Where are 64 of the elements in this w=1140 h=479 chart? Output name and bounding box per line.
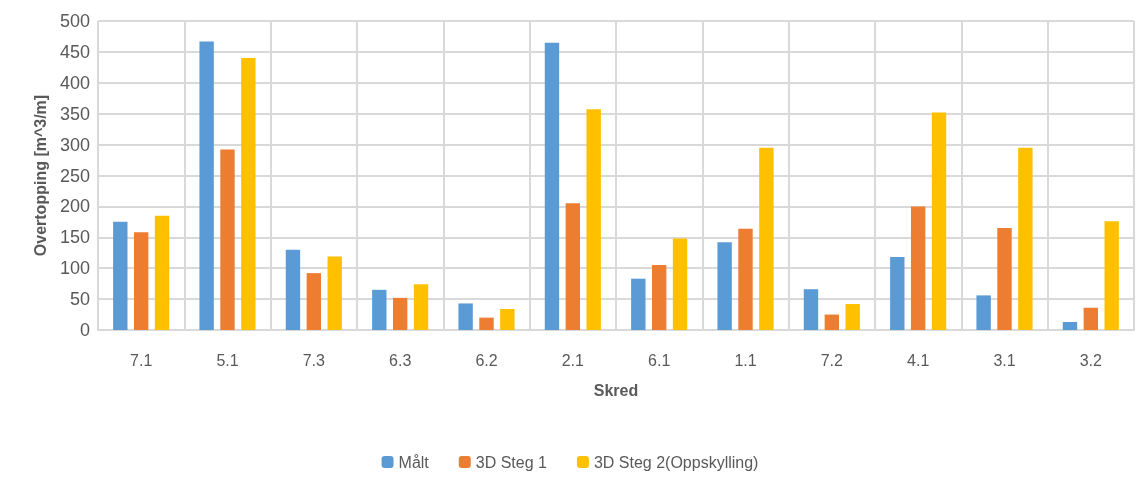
legend-label: 3D Steg 1 <box>475 453 548 471</box>
bar <box>544 42 560 330</box>
x-tick-label: 7.1 <box>130 351 153 369</box>
y-tick-label: 300 <box>59 134 90 155</box>
y-tick-label: 500 <box>59 11 90 31</box>
bar <box>500 308 515 330</box>
bar <box>327 256 342 330</box>
x-tick-label: 5.1 <box>216 351 239 369</box>
x-tick-label: 7.2 <box>820 351 844 369</box>
bar <box>738 228 753 330</box>
bar <box>220 149 235 330</box>
legend-label: 3D Steg 2(Oppskylling) <box>593 453 759 471</box>
bar <box>1018 147 1033 330</box>
bar <box>565 203 581 330</box>
bar <box>931 112 947 330</box>
y-axis-title: Overtopping [m^3/m] <box>31 94 49 257</box>
bar <box>154 215 170 330</box>
x-tick-label: 6.3 <box>389 351 412 369</box>
bar <box>586 109 601 330</box>
bar <box>651 265 667 330</box>
bar <box>824 314 840 330</box>
bar <box>890 257 905 330</box>
bar <box>479 317 494 330</box>
y-tick-label: 450 <box>59 41 90 62</box>
bar <box>285 249 301 330</box>
bar <box>199 41 214 330</box>
bar <box>392 297 408 330</box>
bar <box>631 278 646 330</box>
bar <box>845 304 860 330</box>
y-tick-label: 150 <box>59 227 90 248</box>
bar <box>113 221 128 330</box>
x-tick-label: 3.1 <box>993 351 1016 369</box>
bar <box>413 284 429 330</box>
bar <box>241 58 256 330</box>
bar <box>1083 307 1099 330</box>
x-tick-label: 7.3 <box>302 351 326 369</box>
bar <box>458 303 473 330</box>
x-axis-title: Skred <box>593 381 639 399</box>
y-tick-label: 100 <box>59 258 90 279</box>
bar <box>803 289 819 330</box>
y-tick-label: 50 <box>69 289 90 310</box>
x-tick-label: 3.2 <box>1079 351 1103 369</box>
y-tick-label: 350 <box>59 103 90 124</box>
bar <box>717 242 732 330</box>
x-tick-label: 4.1 <box>907 351 930 369</box>
bar <box>1104 221 1119 330</box>
bar <box>910 206 926 330</box>
bar <box>759 147 774 330</box>
bar <box>1062 321 1078 330</box>
bar <box>997 228 1012 330</box>
y-tick-label: 0 <box>79 320 90 340</box>
y-tick-label: 250 <box>59 165 90 186</box>
legend-label: Målt <box>398 453 430 471</box>
y-tick-label: 200 <box>59 196 90 217</box>
bar <box>133 232 149 330</box>
x-tick-label: 6.1 <box>648 351 671 369</box>
y-tick-label: 400 <box>59 72 90 93</box>
bar <box>372 289 387 330</box>
bar <box>976 295 991 330</box>
x-tick-label: 6.2 <box>475 351 498 369</box>
bar <box>306 273 322 330</box>
x-tick-label: 2.1 <box>561 351 585 369</box>
bar <box>672 238 688 330</box>
x-tick-label: 1.1 <box>734 351 757 369</box>
